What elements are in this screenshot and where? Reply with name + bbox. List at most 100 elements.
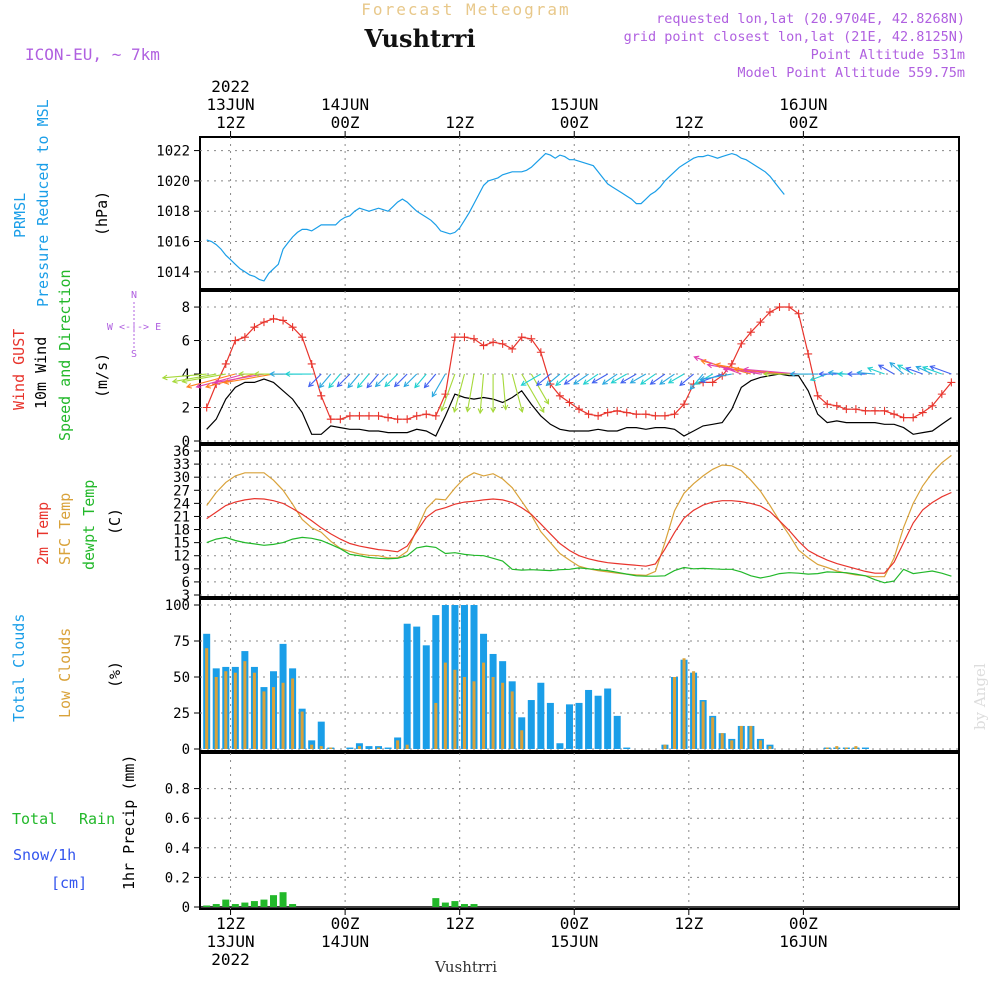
pressure-ytick-label: 1018 (156, 204, 190, 220)
low-clouds-bar (768, 746, 772, 749)
pressure-ytick-label: 1014 (156, 265, 190, 281)
wind-vector-head (452, 406, 459, 413)
wind-vector-head (465, 406, 471, 413)
wind-vector-head (921, 365, 929, 372)
low-clouds-bar (491, 677, 495, 749)
low-clouds-bar (357, 746, 361, 749)
gust-point-marker (374, 411, 383, 420)
wind-vector-arrow (337, 373, 351, 387)
gust-point-marker (918, 408, 927, 417)
temperature-ytick-label: 30 (173, 470, 190, 486)
clouds-units: (%) (106, 661, 124, 688)
wind-vector-head (555, 380, 562, 387)
rain-bar (203, 905, 211, 907)
low-clouds-bar (291, 678, 295, 749)
low-clouds-bar (205, 648, 209, 749)
wind-10m-line (206, 373, 952, 437)
total-clouds-bar (575, 702, 583, 749)
bottom-date-label: 15JUN (550, 932, 598, 951)
wind-vector-head (518, 406, 525, 413)
wind-vector-head (915, 365, 922, 371)
wind-vector-head (536, 380, 542, 387)
wind-vector-arrow (308, 373, 322, 387)
temperature-ytick-label: 15 (173, 536, 190, 552)
wind-vector-arrow (394, 373, 408, 387)
wind-vector-head (393, 381, 400, 388)
wind-vector-arrow (440, 373, 456, 412)
wind-vector-head (563, 379, 570, 385)
footer-station: Vushtrri (434, 958, 497, 976)
wind-vector-arrow (466, 373, 475, 412)
requested-coords: requested lon,lat (20.9704E, 42.8268N) (656, 11, 965, 27)
wind-vector-head (237, 371, 244, 377)
point-altitude: Point Altitude 531m (811, 47, 965, 63)
wind-ytick-label: 0 (182, 434, 190, 450)
wind-vector-arrow (679, 373, 694, 386)
gust-point-marker (259, 318, 268, 327)
low-clouds-bar (749, 725, 753, 749)
low-clouds-bar (520, 730, 524, 749)
wind-vector-arrow (424, 373, 437, 388)
temperature-ytick-label: 18 (173, 523, 190, 539)
wind-vector-head (269, 371, 275, 377)
wind-vector-head (827, 369, 834, 376)
gust-point-marker (240, 333, 249, 342)
gust-point-marker (345, 411, 354, 420)
gust-point-marker (470, 334, 479, 343)
gust-point-marker (651, 411, 660, 420)
gust-point-marker (727, 359, 736, 368)
wind-vector-head (877, 364, 884, 370)
bottom-hour-label: 12Z (216, 914, 245, 933)
total-clouds-bar (317, 721, 325, 749)
low-clouds-bar (692, 671, 696, 749)
wind-vector-arrow (502, 373, 507, 410)
wind-vector-head (307, 381, 314, 388)
compass-s: S (131, 349, 137, 360)
pressure-frame (199, 136, 960, 290)
pressure-ytick-label: 1020 (156, 174, 190, 190)
wind-vector-arrow (922, 366, 943, 375)
low-clouds-bar (405, 744, 409, 749)
temperature-ytick-label: 9 (182, 562, 190, 578)
low-clouds-bar (300, 711, 304, 749)
wind-vector-head (347, 382, 353, 389)
low-clouds-bar (272, 687, 276, 749)
total-clouds-bar (613, 715, 621, 749)
gust-point-marker (288, 323, 297, 332)
top-hour-label: 00Z (789, 113, 818, 132)
gust-point-marker (231, 336, 240, 345)
total-clouds-bar (565, 704, 573, 749)
wind-vector-head (284, 371, 291, 377)
wind-vector-arrow (620, 373, 637, 384)
wind-vector-head (328, 382, 334, 389)
wind-vector-head (714, 362, 721, 369)
low-clouds-bar (672, 677, 676, 749)
wind-vector-arrow (186, 373, 236, 388)
precip-ytick-label: 0.8 (165, 782, 190, 798)
top-date-label: 13JUN (206, 95, 254, 114)
low-clouds-bar (739, 725, 743, 749)
temperature-ytick-label: 21 (173, 509, 190, 525)
wind-vector-arrow (878, 364, 895, 375)
gust-point-marker (680, 400, 689, 409)
gust-point-marker (947, 378, 956, 387)
wind-vector-head (403, 381, 410, 388)
gust-point-marker (804, 349, 813, 358)
precip-frame (199, 752, 960, 910)
temperature-ytick-label: 36 (173, 444, 190, 460)
rain-bar (231, 904, 239, 907)
gust-point-marker (746, 328, 755, 337)
wind-vector-head (659, 379, 666, 385)
total-clouds-bar (537, 682, 545, 749)
wind-vector-head (440, 405, 446, 412)
top-hour-label: 12Z (445, 113, 474, 132)
wind-vector-head (694, 379, 701, 385)
wind-vector-arrow (414, 373, 427, 388)
wind-vector-arrow (366, 373, 379, 388)
precip-total-label: Total (12, 810, 57, 828)
gust-point-marker (250, 323, 259, 332)
gust-point-marker (632, 410, 641, 419)
low-clouds-bar (663, 744, 667, 749)
rain-bar (451, 901, 459, 907)
gust-point-marker (575, 405, 584, 414)
